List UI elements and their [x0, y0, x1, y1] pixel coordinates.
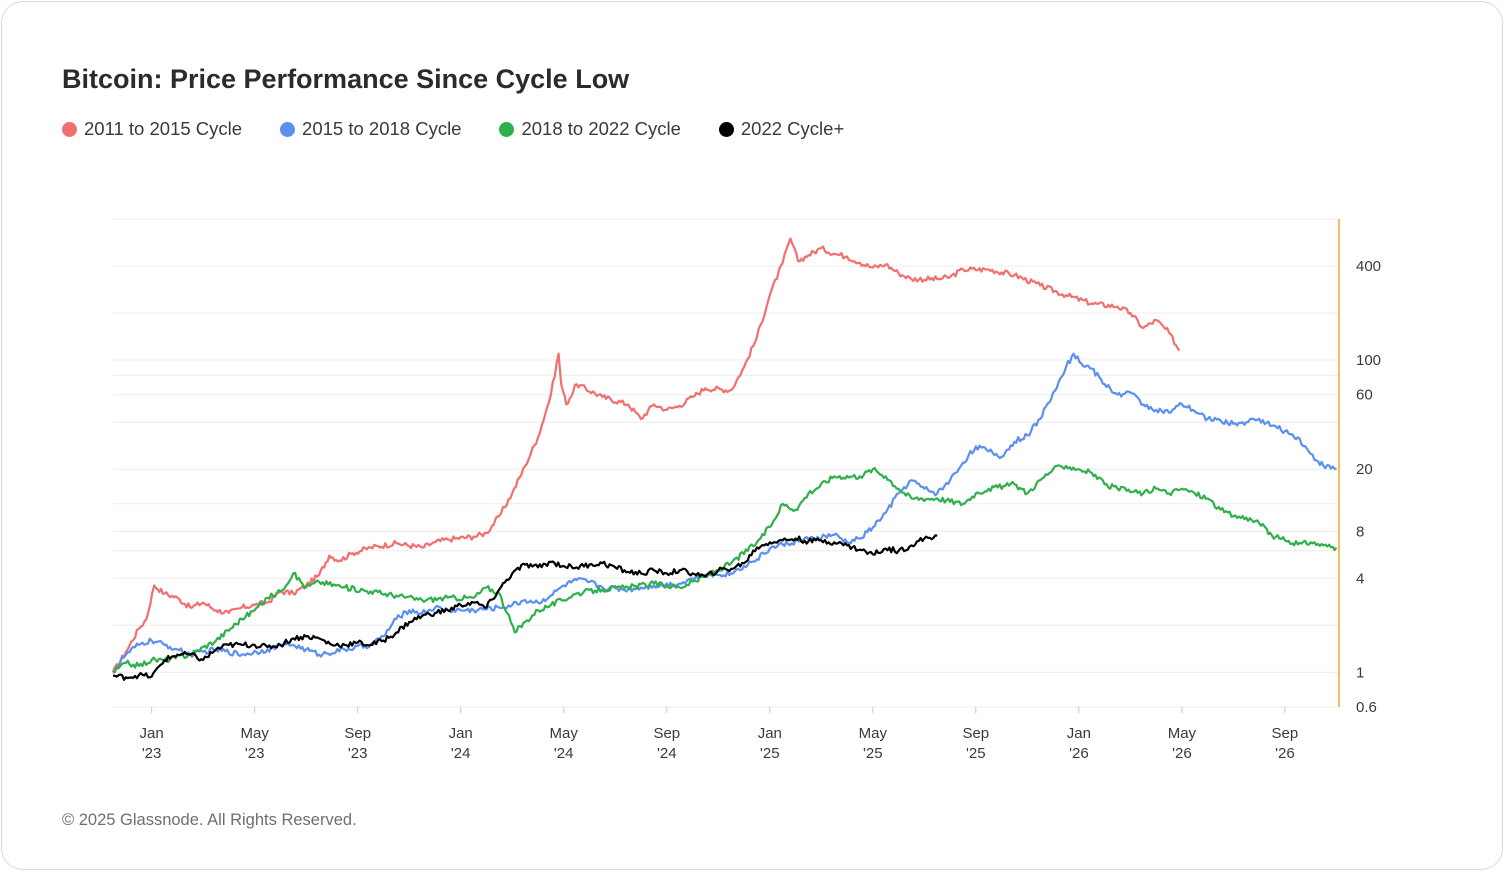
legend-label: 2018 to 2022 Cycle: [521, 118, 681, 139]
y-tick-label: 8: [1356, 523, 1364, 540]
x-tick-label-month: Sep: [1272, 725, 1299, 742]
legend-item-2015-cycle[interactable]: 2015 to 2018 Cycle: [280, 118, 461, 140]
x-tick-label-month: May: [1168, 725, 1197, 742]
legend-dot-icon: [280, 121, 296, 137]
y-tick-label: 60: [1356, 387, 1373, 404]
legend-item-2011-cycle[interactable]: 2011 to 2015 Cycle: [62, 118, 242, 140]
y-tick-label: 1: [1356, 664, 1364, 681]
y-tick-label: 0.6: [1356, 699, 1377, 716]
x-tick-label-month: Jan: [449, 725, 473, 742]
legend-dot-icon: [62, 121, 77, 137]
copyright-text: © 2025 Glassnode. All Rights Reserved.: [62, 811, 357, 829]
x-tick-label-year: '23: [348, 745, 368, 762]
legend-item-2022-cycle[interactable]: 2022 Cycle+: [718, 118, 845, 140]
x-tick-label-month: Jan: [758, 725, 782, 742]
x-tick-label-month: Jan: [1067, 725, 1091, 742]
series-line-c2011: [111, 237, 1181, 673]
legend-item-2018-cycle[interactable]: 2018 to 2022 Cycle: [499, 118, 681, 140]
series-line-c2022: [112, 534, 938, 681]
x-tick-label-year: '24: [451, 745, 471, 762]
legend-label: 2022 Cycle+: [740, 118, 845, 139]
x-tick-label-month: Jan: [140, 725, 164, 742]
x-tick-label-year: '26: [1069, 745, 1089, 762]
x-tick-label-year: '23: [142, 745, 162, 762]
legend-dot-icon: [499, 121, 515, 137]
y-tick-label: 20: [1356, 461, 1373, 478]
x-tick-label-month: May: [550, 725, 579, 742]
y-tick-label: 400: [1356, 258, 1381, 275]
legend-dot-icon: [718, 121, 734, 137]
x-tick-label-month: Sep: [653, 725, 680, 742]
x-tick-label-month: May: [859, 725, 888, 742]
series-line-c2015: [112, 352, 1337, 674]
legend: 2011 to 2015 Cycle 2015 to 2018 Cycle 20…: [62, 118, 882, 140]
y-tick-label: 100: [1356, 352, 1381, 369]
series-line-c2018: [112, 464, 1338, 674]
x-tick-label-year: '24: [554, 745, 574, 762]
x-tick-label-year: '24: [657, 745, 677, 762]
x-tick-label-year: '25: [863, 745, 883, 762]
y-tick-label: 4: [1356, 570, 1364, 587]
x-tick-label-month: Sep: [962, 725, 989, 742]
x-tick-label-month: Sep: [344, 725, 371, 742]
x-tick-label-year: '23: [245, 745, 265, 762]
x-tick-label-year: '25: [760, 745, 780, 762]
chart-title: Bitcoin: Price Performance Since Cycle L…: [62, 64, 630, 94]
legend-label: 2011 to 2015 Cycle: [84, 118, 243, 139]
x-tick-label-year: '25: [966, 745, 986, 762]
legend-label: 2015 to 2018 Cycle: [302, 118, 462, 139]
x-tick-label-year: '26: [1275, 745, 1295, 762]
x-tick-label-year: '26: [1172, 745, 1192, 762]
x-tick-label-month: May: [241, 725, 270, 742]
